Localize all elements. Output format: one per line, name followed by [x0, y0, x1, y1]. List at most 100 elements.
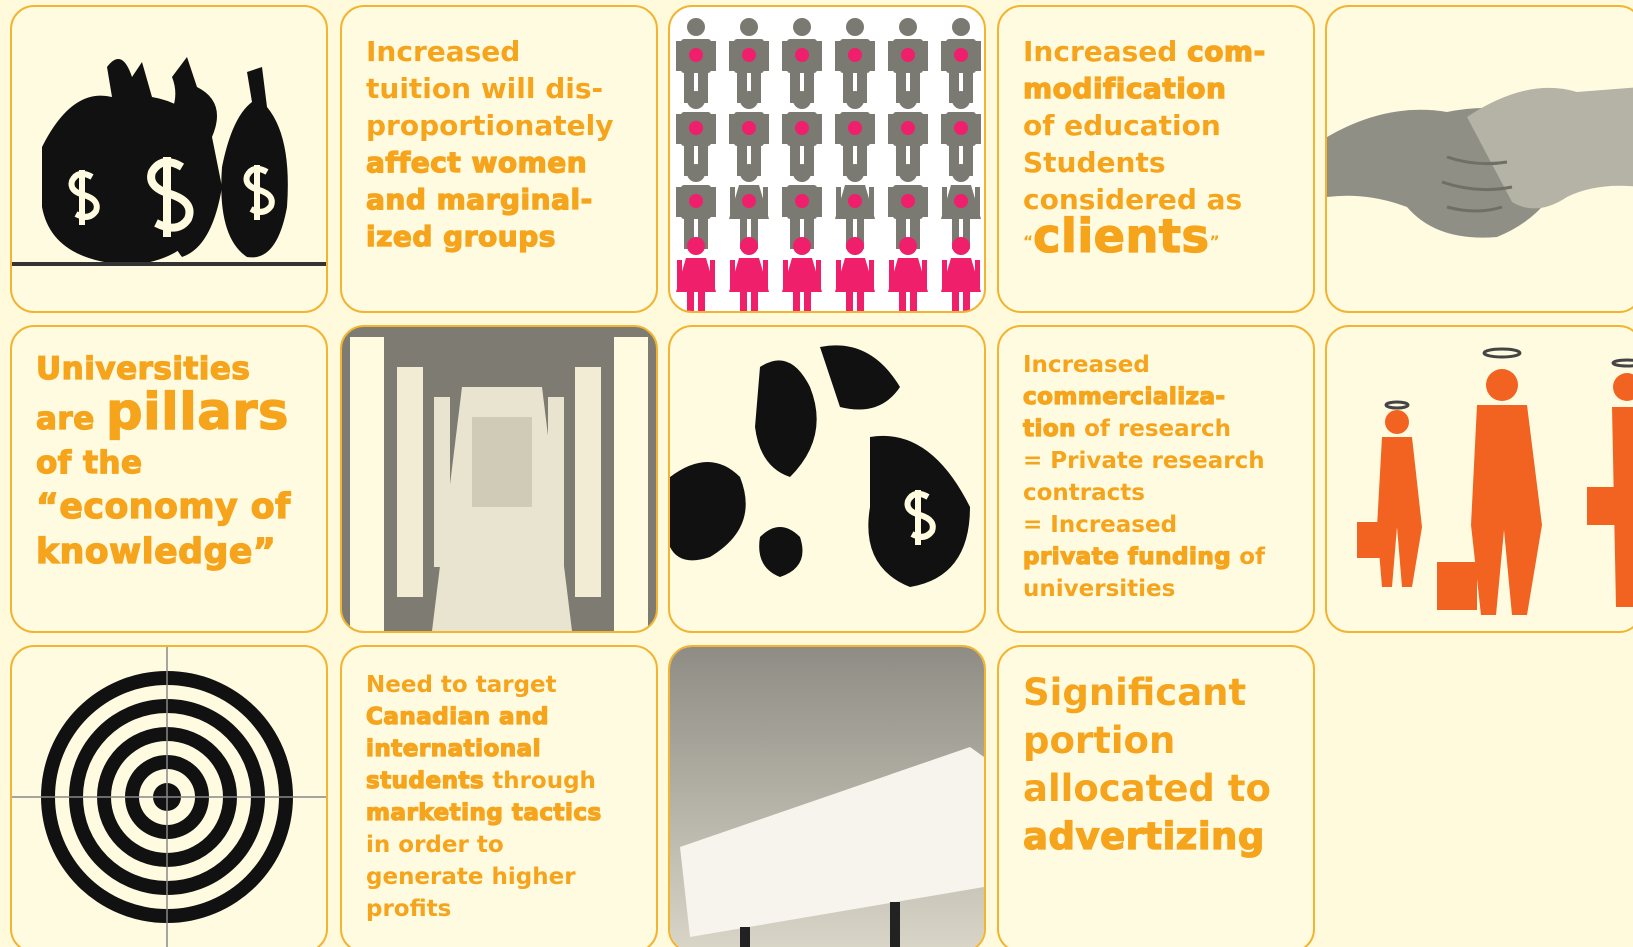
text-tile: Increased com-modificationof educationSt…: [997, 5, 1315, 313]
text-line: private funding of: [1023, 541, 1299, 573]
dot: [689, 48, 703, 62]
money-bags-image: [10, 5, 328, 313]
text-line: generate higher: [366, 861, 642, 893]
text-line: = Increased: [1023, 509, 1299, 541]
dot: [954, 121, 968, 135]
figure: [782, 237, 822, 311]
poster: Increased tuition will dis-proportionatel…: [0, 0, 1633, 947]
text-span: generate higher: [366, 864, 576, 890]
figure: [835, 237, 875, 311]
businessmen: [1327, 327, 1633, 631]
money-bags: [12, 7, 326, 311]
businessmen-image: [1325, 325, 1633, 633]
text-span: Need to target: [366, 672, 557, 698]
text-span: Private: [1050, 448, 1143, 474]
text-line: “economy of: [36, 485, 312, 530]
text-line: contracts: [1023, 477, 1299, 509]
text-line: tion of research: [1023, 413, 1299, 445]
text-span: commercializa-: [1023, 384, 1226, 410]
text-line: Canadian and: [366, 701, 642, 733]
text-line: are pillars: [36, 391, 312, 441]
text-span: and marginal-: [366, 183, 593, 216]
text-line: advertizing: [1023, 813, 1299, 861]
dot: [795, 121, 809, 135]
text-line: Students: [1023, 144, 1299, 181]
dot: [848, 121, 862, 135]
text-span: through: [484, 768, 596, 794]
handshake: [1327, 7, 1633, 311]
figures-image: [668, 5, 986, 313]
text-span: private funding: [1023, 544, 1231, 570]
dot: [901, 194, 915, 208]
text-span: marketing tactics: [366, 800, 602, 826]
pillars: [342, 327, 656, 631]
figure: [729, 237, 769, 311]
text-span: allocated to: [1023, 767, 1271, 810]
text-span: “economy of: [36, 487, 291, 527]
pillars-image: [340, 325, 658, 633]
dot: [742, 194, 756, 208]
billboard-image: [668, 645, 986, 947]
dot: [954, 48, 968, 62]
text-line: ized groups: [366, 218, 642, 255]
dot: [901, 48, 915, 62]
text-line: and marginal-: [366, 181, 642, 218]
text-line: Increased: [366, 33, 642, 70]
text-span: research: [1143, 448, 1264, 474]
text-line: students through: [366, 765, 642, 797]
target: [12, 647, 326, 947]
dot: [742, 121, 756, 135]
text-line: knowledge”: [36, 530, 312, 575]
text-line: Increased com-: [1023, 33, 1299, 70]
figure: [888, 237, 928, 311]
text-span: in order to: [366, 832, 504, 858]
text-span: Canadian and: [366, 704, 549, 730]
text-span: affect women: [366, 146, 587, 179]
figure: [676, 237, 716, 311]
text-line: profits: [366, 893, 642, 925]
text-span: =: [1023, 448, 1050, 474]
text-span: tuition will dis-: [366, 72, 603, 105]
text-line: commercializa-: [1023, 381, 1299, 413]
dot: [848, 194, 862, 208]
dot: [795, 48, 809, 62]
text-line: = Private research: [1023, 445, 1299, 477]
text-span: of: [1231, 544, 1265, 570]
text-span: proportionately: [366, 109, 613, 142]
dot: [795, 194, 809, 208]
text-line: marketing tactics: [366, 797, 642, 829]
text-line: portion: [1023, 717, 1299, 765]
dot: [742, 48, 756, 62]
text-span: knowledge”: [36, 532, 276, 572]
text-line: universities: [1023, 573, 1299, 605]
text-line: in order to: [366, 829, 642, 861]
dot: [689, 121, 703, 135]
text-span: of education: [1023, 109, 1221, 142]
text-tile: Increased tuition will dis-proportionatel…: [340, 5, 658, 313]
text-span: = Increased: [1023, 512, 1177, 538]
text-line: of education: [1023, 107, 1299, 144]
text-span: “: [1023, 233, 1033, 251]
text-span: Increased: [1023, 352, 1150, 378]
figure: [941, 237, 981, 311]
text-line: affect women: [366, 144, 642, 181]
text-span: international: [366, 736, 541, 762]
text-span: Universities: [36, 351, 250, 387]
text-line: proportionately: [366, 107, 642, 144]
text-span: Increased: [366, 35, 520, 68]
text-span: of research: [1076, 416, 1231, 442]
handshake-image: [1325, 5, 1633, 313]
text-span: ized groups: [366, 220, 556, 253]
money-bags: [670, 327, 984, 631]
figures: [670, 7, 984, 311]
dot: [689, 194, 703, 208]
text-line: Significant: [1023, 669, 1299, 717]
text-span: universities: [1023, 576, 1175, 602]
text-line: “clients”: [1023, 218, 1299, 261]
text-line: of the: [36, 441, 312, 485]
text-span: students: [366, 768, 484, 794]
